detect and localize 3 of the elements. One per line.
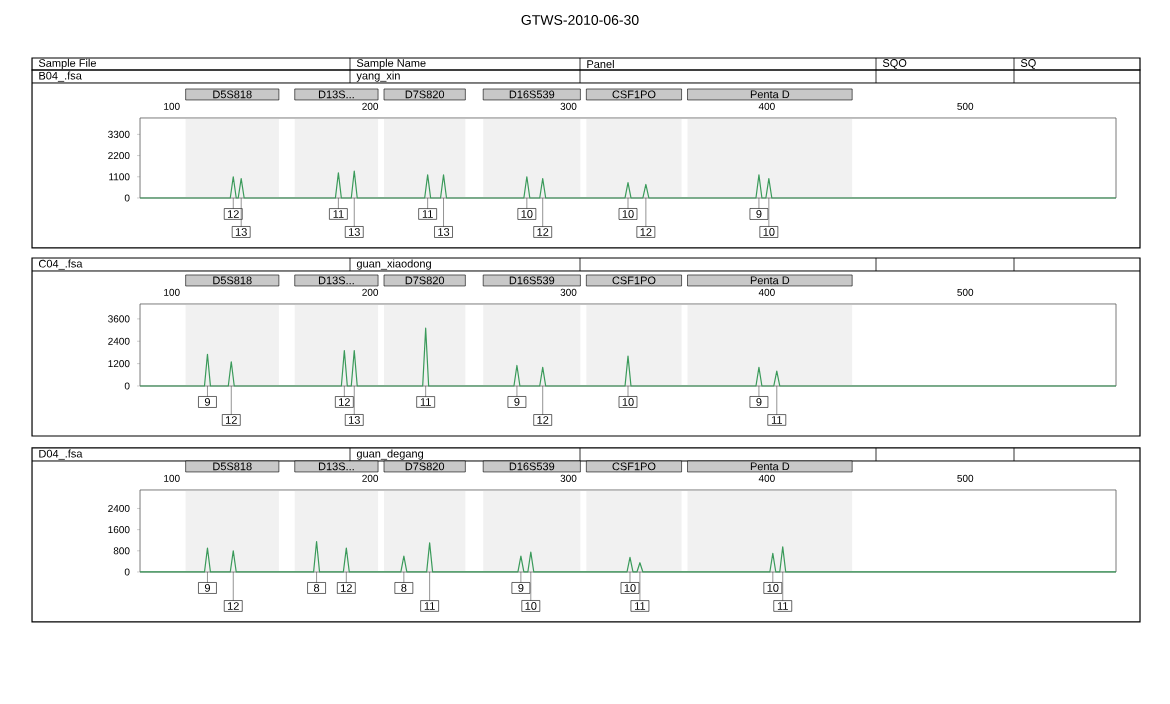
line-series: [139, 540, 1117, 573]
line-series: [139, 327, 1117, 387]
line-series: [139, 170, 1117, 199]
